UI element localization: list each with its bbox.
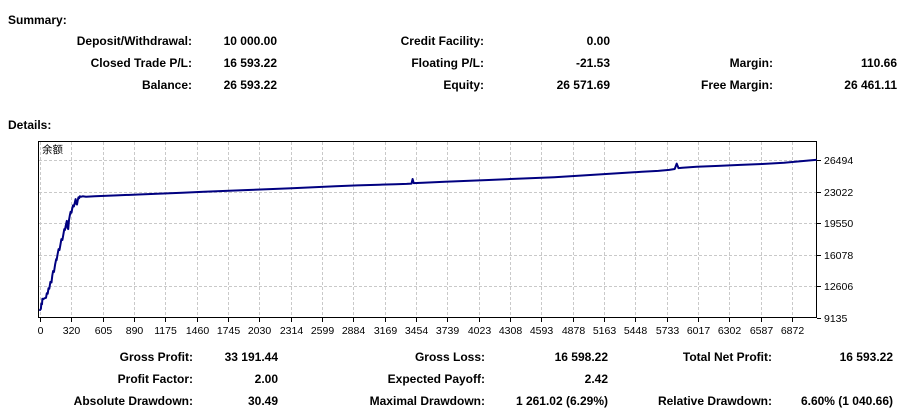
summary-label: Deposit/Withdrawal: [76, 34, 192, 48]
y-axis-label: 26494 [824, 155, 853, 167]
x-axis-label: 4593 [530, 325, 554, 337]
details-heading: Details: [8, 118, 52, 132]
summary-heading: Summary: [8, 13, 67, 27]
summary-value: 26 593.22 [223, 78, 277, 92]
stat-value: 16 598.22 [554, 350, 608, 364]
x-axis-label: 5733 [656, 325, 680, 337]
stat-label: Absolute Drawdown: [73, 394, 193, 408]
x-axis-label: 5448 [624, 325, 648, 337]
summary-label: Floating P/L: [411, 56, 484, 70]
stat-label: Total Net Profit: [682, 350, 772, 364]
x-axis-label: 6017 [687, 325, 711, 337]
y-axis-label: 9135 [824, 313, 848, 325]
stat-value: 33 191.44 [224, 350, 278, 364]
stat-value: 2.00 [254, 372, 278, 386]
x-axis-label: 4023 [468, 325, 492, 337]
stat-value: 16 593.22 [839, 350, 893, 364]
summary-label: Equity: [443, 78, 484, 92]
x-axis-label: 4878 [562, 325, 586, 337]
x-axis-label: 6872 [781, 325, 805, 337]
summary-value: 0.00 [586, 34, 610, 48]
x-axis-label: 1175 [154, 325, 177, 337]
stat-label: Expected Payoff: [387, 372, 485, 386]
x-axis-label: 4308 [499, 325, 523, 337]
stat-label: Relative Drawdown: [657, 394, 772, 408]
x-axis-label: 2030 [248, 325, 272, 337]
summary-value: -21.53 [575, 56, 610, 70]
x-axis-label: 2599 [311, 325, 335, 337]
x-axis-label: 1460 [186, 325, 210, 337]
balance-chart: 0 320 605 890 1175 1460 1745 2030 2314 2599 2884 31… [38, 141, 853, 337]
series-label: 余额 [42, 143, 63, 156]
stat-value: 6.60% (1 040.66) [800, 394, 893, 408]
x-axis-label: 1745 [217, 325, 241, 337]
x-axis-label: 0 [38, 325, 44, 337]
y-axis-label: 12606 [824, 281, 853, 293]
x-axis-label: 3454 [405, 325, 429, 337]
x-axis-label: 890 [126, 325, 144, 337]
chart-frame [38, 141, 817, 318]
summary-value: 10 000.00 [223, 34, 277, 48]
balance-line [39, 158, 817, 312]
y-axis-label: 16078 [824, 250, 853, 262]
stat-value: 1 261.02 (6.29%) [515, 394, 608, 408]
stat-label: Gross Loss: [414, 350, 485, 364]
x-axis-label: 320 [63, 325, 81, 337]
x-axis-label: 2314 [280, 325, 304, 337]
x-axis-label: 6587 [750, 325, 774, 337]
x-axis-label: 5163 [593, 325, 617, 337]
stat-value: 30.49 [247, 394, 278, 408]
summary-value: 110.66 [860, 56, 897, 70]
y-axis-label: 23022 [824, 187, 853, 199]
x-axis-label: 2884 [342, 325, 366, 337]
x-axis-label: 3169 [374, 325, 398, 337]
x-axis-label: 6302 [718, 325, 742, 337]
stat-value: 2.42 [584, 372, 608, 386]
summary-value: 16 593.22 [223, 56, 277, 70]
summary-label: Free Margin: [700, 78, 773, 92]
summary-label: Closed Trade P/L: [90, 56, 192, 70]
summary-value: 26 571.69 [556, 78, 610, 92]
summary-table: Deposit/Withdrawal: 10 000.00 Credit Fac… [0, 30, 897, 96]
stat-label: Profit Factor: [117, 372, 193, 386]
stat-label: Gross Profit: [119, 350, 193, 364]
x-axis-label: 605 [95, 325, 113, 337]
stats-table: Gross Profit: 33 191.44 Gross Loss: 16 5… [0, 346, 893, 412]
summary-label: Credit Facility: [400, 34, 484, 48]
summary-label: Margin: [729, 56, 773, 70]
summary-label: Balance: [141, 78, 192, 92]
summary-value: 26 461.11 [844, 78, 897, 92]
stat-label: Maximal Drawdown: [369, 394, 485, 408]
x-axis-label: 3739 [436, 325, 460, 337]
y-axis-label: 19550 [824, 218, 853, 230]
